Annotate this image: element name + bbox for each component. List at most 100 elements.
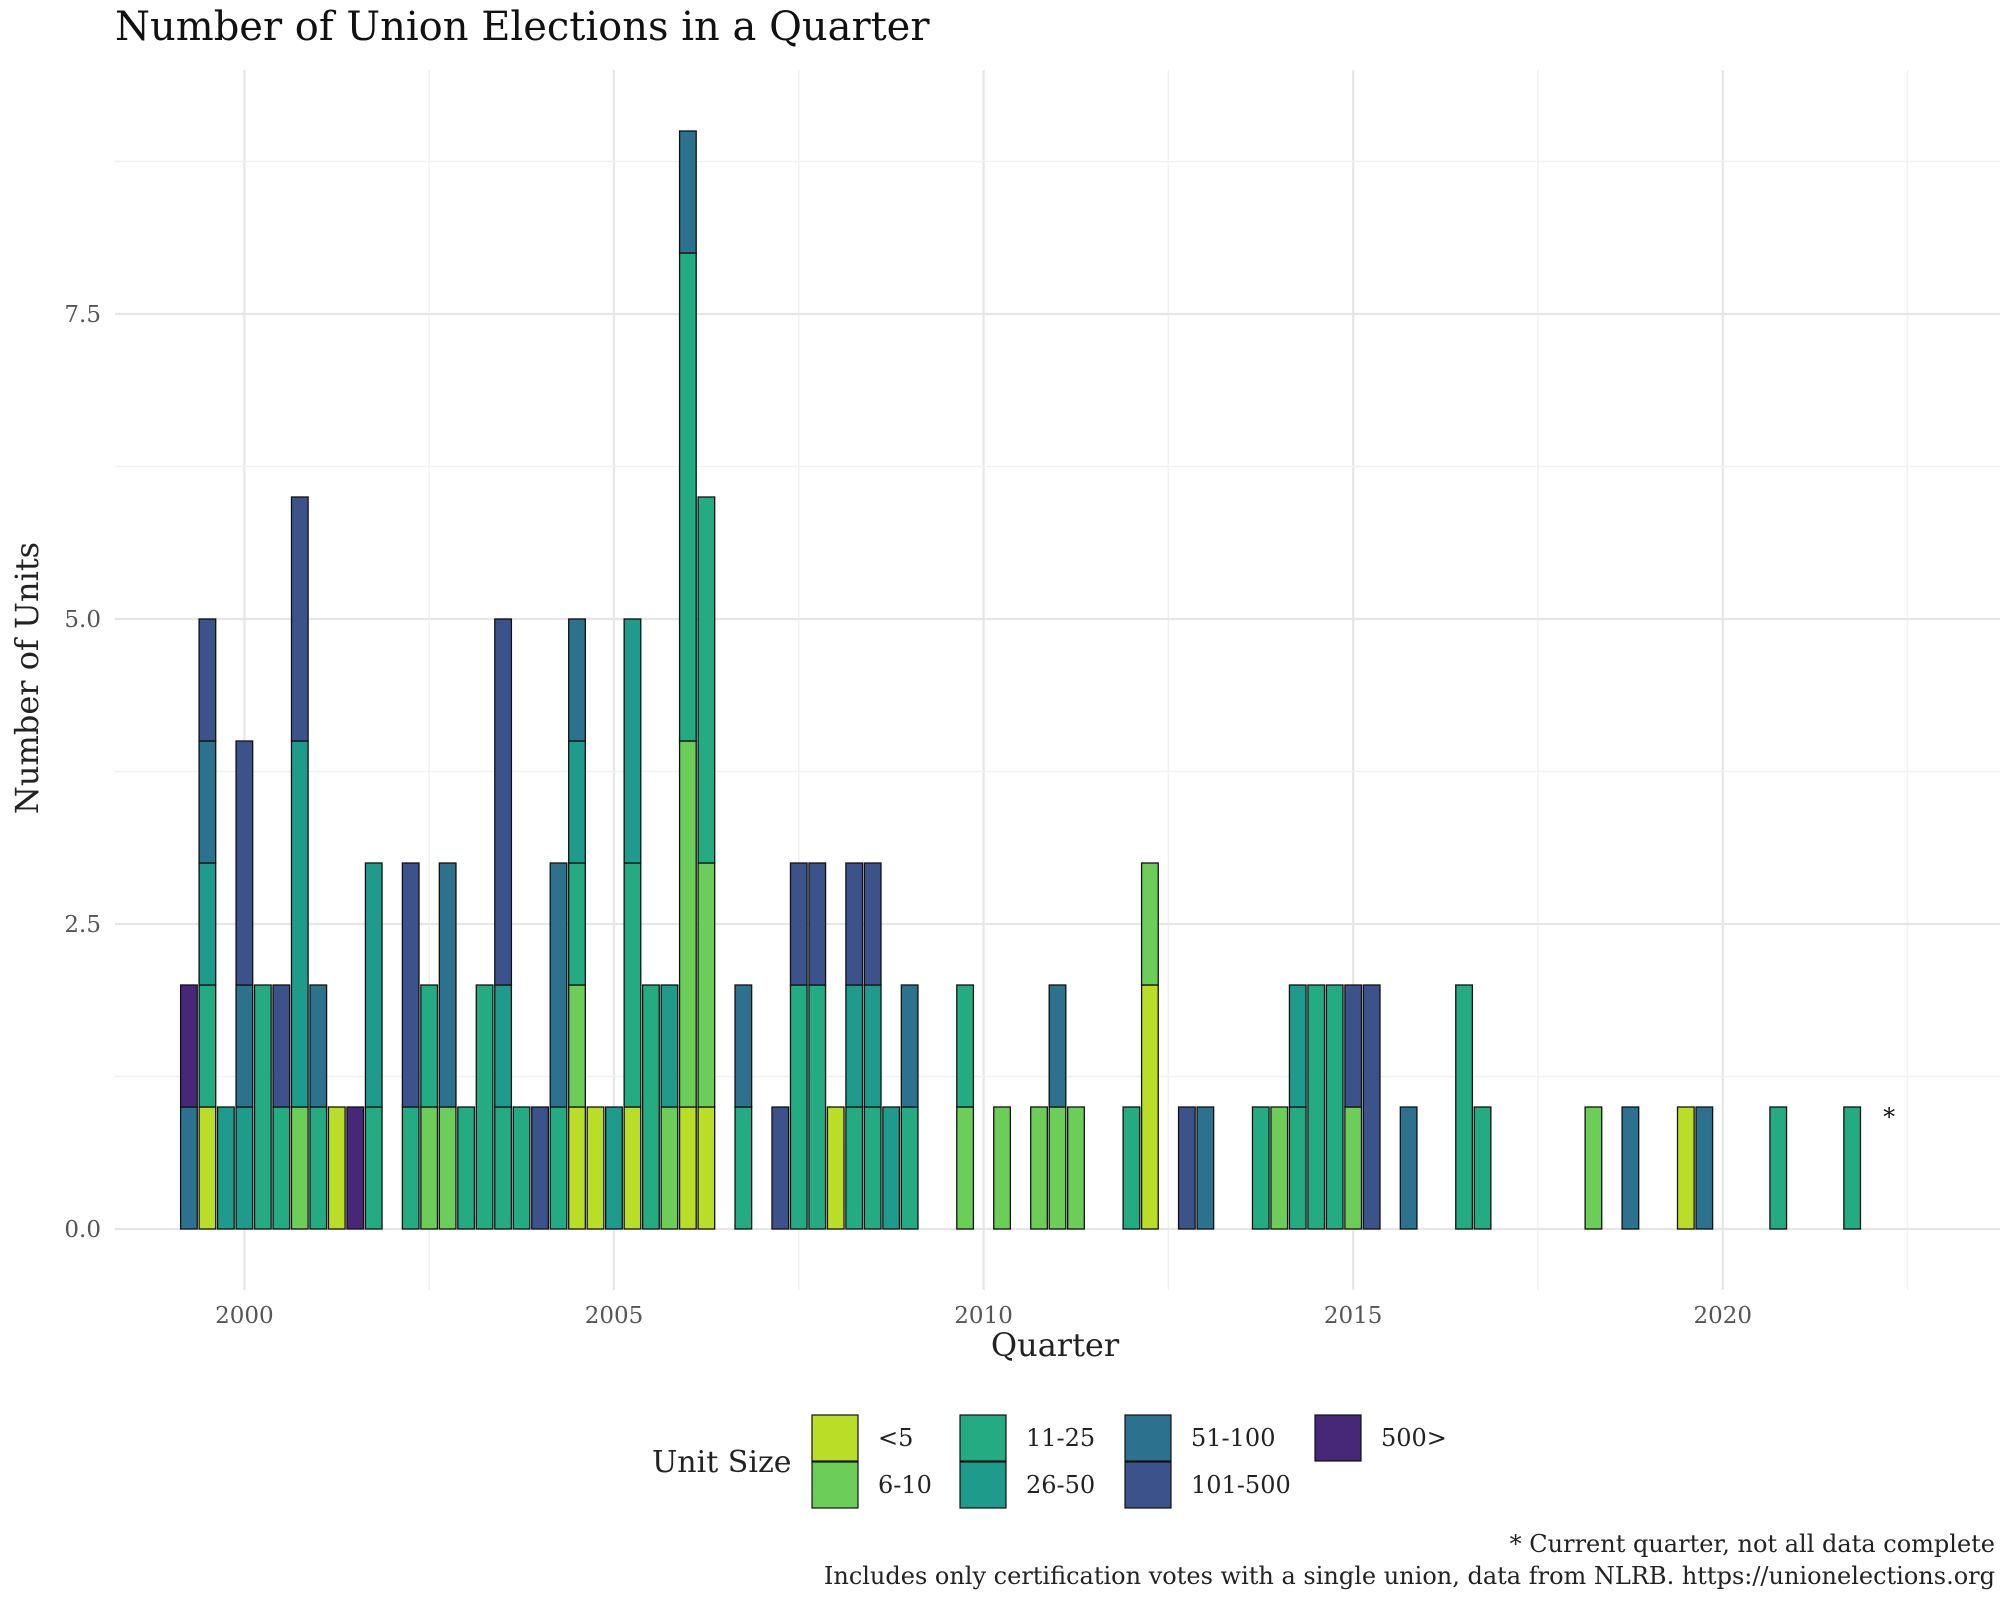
- bar-segment-s25: [845, 1106, 864, 1230]
- bar-segment-s25: [198, 984, 217, 1108]
- bar-segment-s5: [568, 1106, 586, 1230]
- bar-segment-s5: [327, 1106, 346, 1230]
- bar-segment-s25: [863, 1106, 882, 1230]
- bar-segment-s100: [1196, 1106, 1215, 1230]
- bar-segment-s50: [660, 984, 679, 1108]
- bar-segment-s5: [586, 1106, 605, 1230]
- bar-segment-s100: [179, 1106, 198, 1230]
- bar-segment-s500: [401, 862, 420, 1108]
- x-tick-label: 2020: [1694, 1303, 1753, 1329]
- y-tick-label: 0.0: [64, 1217, 101, 1243]
- stacked-bars: [179, 130, 1862, 1230]
- bar-segment-s500: [198, 618, 217, 742]
- x-tick-label: 2005: [585, 1303, 644, 1329]
- bar-segment-s10: [956, 1106, 975, 1230]
- bar-segment-s5: [697, 1106, 716, 1230]
- bar-segment-s10: [420, 1106, 439, 1230]
- bar-segment-s25: [1843, 1106, 1862, 1230]
- bar-segment-s5: [678, 1106, 697, 1230]
- y-tick-label: 7.5: [64, 302, 101, 328]
- bar-segment-s500: [845, 862, 864, 986]
- bar-segment-s50: [623, 618, 642, 864]
- bar-segment-s25: [568, 862, 586, 986]
- bar-segment-s100: [1399, 1106, 1418, 1230]
- bar-segment-s25: [364, 1106, 383, 1230]
- bar-segment-s500: [771, 1106, 790, 1230]
- bar-segment-s500: [531, 1106, 550, 1230]
- bar-segment-s25: [253, 984, 272, 1230]
- bar-segment-s25: [641, 984, 660, 1230]
- legend-key-s500p: [1314, 1414, 1362, 1462]
- bar-segment-s10: [993, 1106, 1012, 1230]
- bar-segment-s50: [364, 862, 383, 1108]
- x-tick-label: 2015: [1324, 1303, 1383, 1329]
- bar-segment-s10: [1344, 1106, 1363, 1230]
- bar-segment-s500: [1344, 984, 1363, 1108]
- bar-segment-s500p: [346, 1106, 365, 1230]
- bar-segment-s25: [549, 1106, 568, 1230]
- axis-ticks: 2000 2005 2010 2015 2020 0.0 2.5 5.0 7.5: [64, 302, 1752, 1329]
- bar-segment-s50: [198, 862, 217, 986]
- bar-segment-s50: [290, 740, 309, 1108]
- bar-segment-s25: [401, 1106, 420, 1230]
- legend-label-s100: 51-100: [1191, 1424, 1275, 1452]
- legend-label-s25: 11-25: [1026, 1424, 1095, 1452]
- bar-segment-s25: [512, 1106, 531, 1230]
- bar-segment-s25: [1455, 984, 1474, 1230]
- bar-segment-s100: [1621, 1106, 1640, 1230]
- legend-label-s5: <5: [878, 1424, 913, 1452]
- bar-segment-s100: [549, 862, 568, 1108]
- bar-segment-s25: [1251, 1106, 1270, 1230]
- bar-segment-s50: [235, 1106, 254, 1230]
- bar-segment-s5: [198, 1106, 217, 1230]
- legend-label-s500: 101-500: [1191, 1471, 1291, 1499]
- bar-segment-s10: [568, 984, 586, 1108]
- legend-key-s100: [1124, 1414, 1172, 1462]
- bar-segment-s25: [420, 984, 439, 1108]
- bar-segment-s100: [438, 862, 457, 1108]
- bar-segment-s25: [808, 984, 827, 1230]
- legend-label-s500p: 500>: [1381, 1424, 1447, 1452]
- bar-segment-s5: [1140, 984, 1159, 1230]
- bar-segment-s25: [309, 1106, 328, 1230]
- bar-segment-s25: [494, 1106, 513, 1230]
- bar-segment-s100: [1048, 984, 1067, 1108]
- legend-key-s500: [1124, 1461, 1172, 1509]
- bar-segment-s500: [235, 740, 254, 986]
- bar-segment-s5: [1676, 1106, 1695, 1230]
- legend-label-s50: 26-50: [1026, 1471, 1095, 1499]
- bar-segment-s500: [789, 862, 808, 986]
- bar-segment-s10: [697, 862, 716, 1108]
- bar-segment-s50: [845, 984, 864, 1108]
- bar-segment-s500: [863, 862, 882, 986]
- bar-segment-s10: [1584, 1106, 1603, 1230]
- bar-segment-s25: [272, 1106, 291, 1230]
- bar-segment-s50: [1288, 984, 1307, 1108]
- legend-key-s5: [811, 1414, 859, 1462]
- bar-segment-s25: [697, 496, 716, 864]
- bar-segment-s10: [1270, 1106, 1289, 1230]
- bar-segment-s25: [1288, 1106, 1307, 1230]
- bar-segment-s25: [1473, 1106, 1492, 1230]
- bar-segment-s25: [678, 252, 697, 742]
- bar-segment-s100: [900, 984, 919, 1108]
- bar-segment-s100: [235, 984, 254, 1108]
- legend-key-s50: [959, 1461, 1007, 1509]
- bar-segment-s25: [789, 984, 808, 1230]
- bar-segment-s100: [678, 130, 697, 254]
- bar-segment-s10: [1048, 1106, 1067, 1230]
- bar-segment-s10: [1067, 1106, 1085, 1230]
- bar-segment-s500: [290, 496, 309, 742]
- caption-note: * Current quarter, not all data complete: [1510, 1530, 1995, 1558]
- legend-label-s10: 6-10: [878, 1471, 932, 1499]
- bar-segment-s25: [1325, 984, 1344, 1230]
- bar-segment-s25: [475, 984, 494, 1230]
- bar-segment-s500: [494, 618, 513, 986]
- bar-segment-s50: [605, 1106, 623, 1230]
- bar-segment-s50: [863, 984, 882, 1108]
- bar-segment-s50: [568, 740, 586, 864]
- y-tick-label: 5.0: [64, 607, 101, 633]
- bar-segment-s25: [900, 1106, 919, 1230]
- bar-segment-s100: [734, 984, 753, 1108]
